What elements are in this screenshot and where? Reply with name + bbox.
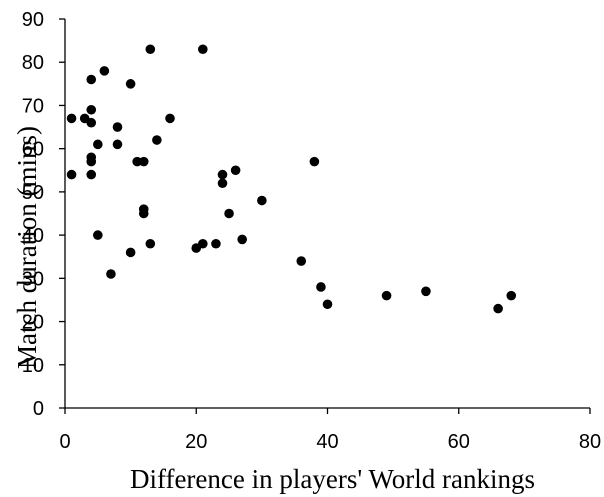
data-point <box>224 208 234 219</box>
data-point <box>66 113 77 124</box>
x-tick-group: 0 20 40 60 80 <box>59 408 601 453</box>
data-point <box>93 230 103 240</box>
data-point <box>217 178 228 189</box>
data-point <box>230 165 241 176</box>
x-tick-label: 80 <box>579 431 601 453</box>
data-point <box>86 169 97 180</box>
y-tick-label: 0 <box>33 398 44 420</box>
data-point <box>145 238 156 249</box>
data-point <box>296 256 307 266</box>
data-point <box>152 135 162 145</box>
data-point <box>86 117 97 128</box>
data-point <box>106 269 116 279</box>
data-point <box>138 156 149 167</box>
y-tick-label: 10 <box>22 355 44 377</box>
data-point <box>138 208 149 219</box>
y-tick-label: 50 <box>22 182 44 204</box>
data-point <box>86 156 97 167</box>
data-point <box>86 104 97 115</box>
data-point <box>66 169 77 180</box>
x-tick-label: 20 <box>185 431 207 453</box>
y-tick-label: 80 <box>22 52 44 74</box>
data-points <box>66 44 517 314</box>
data-point <box>112 122 123 132</box>
data-point <box>112 139 123 150</box>
y-tick-label: 30 <box>22 268 44 290</box>
data-point <box>125 79 136 89</box>
y-tick-label: 20 <box>22 312 44 334</box>
data-point <box>421 286 431 297</box>
y-tick-label: 40 <box>22 225 44 247</box>
y-tick-label: 90 <box>22 9 44 31</box>
x-axis-title: Difference in players' World rankings <box>130 464 535 494</box>
data-point <box>493 303 503 314</box>
y-tick-label: 70 <box>22 95 44 117</box>
data-point <box>237 234 247 245</box>
data-point <box>198 238 208 249</box>
data-point <box>217 169 228 180</box>
data-point <box>125 247 136 258</box>
data-point <box>257 195 267 206</box>
data-point <box>198 44 208 55</box>
data-point <box>86 74 97 85</box>
data-point <box>165 113 175 124</box>
data-point <box>132 156 142 167</box>
data-point <box>309 156 320 167</box>
data-point <box>316 282 326 292</box>
data-point <box>93 139 103 150</box>
data-point <box>381 290 392 301</box>
x-tick-label: 60 <box>448 431 470 453</box>
y-tick-label: 60 <box>22 139 44 161</box>
data-point <box>99 66 110 76</box>
data-point <box>211 238 221 249</box>
data-point <box>145 44 156 55</box>
x-tick-label: 0 <box>59 431 70 453</box>
y-tick-group: 0 10 20 30 40 50 60 70 80 90 <box>22 9 65 420</box>
data-point <box>506 290 517 301</box>
data-point <box>322 299 333 310</box>
x-tick-label: 40 <box>316 431 338 453</box>
y-axis-title: Match duration (mins) <box>12 126 42 369</box>
